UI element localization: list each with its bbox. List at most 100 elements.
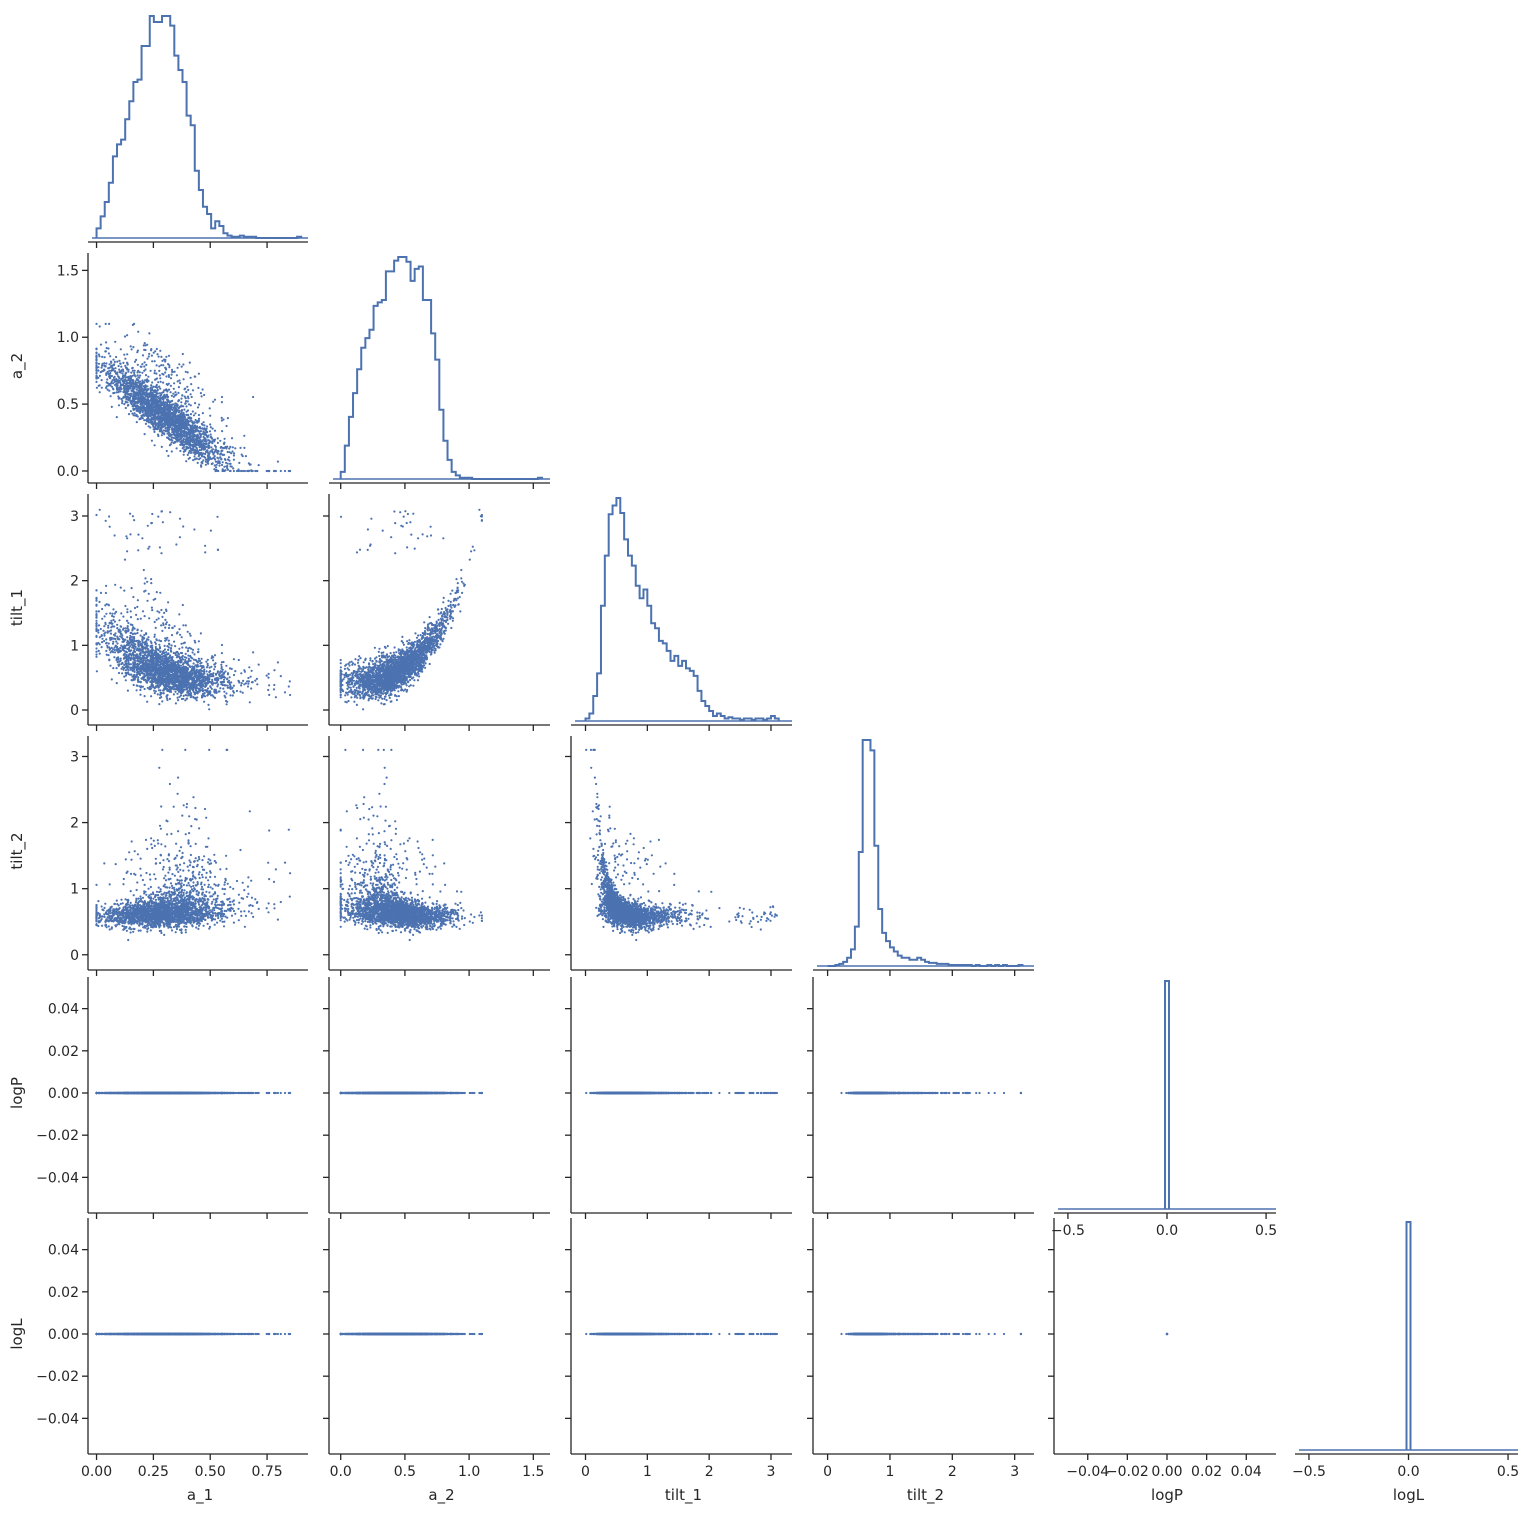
scatter-point <box>151 355 153 357</box>
scatter-point <box>226 465 228 467</box>
scatter-point <box>105 362 107 364</box>
scatter-point <box>148 332 150 334</box>
scatter-point <box>177 367 179 369</box>
scatter-point <box>173 382 175 384</box>
scatter-point <box>176 403 178 405</box>
scatter-point <box>221 430 223 432</box>
scatter-point <box>126 353 128 355</box>
scatter-point <box>107 367 109 369</box>
scatter-point <box>144 433 146 435</box>
y-tick-label: 0.5 <box>57 397 79 413</box>
scatter-point <box>136 389 138 391</box>
scatter-point <box>229 470 231 472</box>
scatter-point <box>214 445 216 447</box>
scatter-point <box>150 384 152 386</box>
scatter-point <box>160 356 162 358</box>
scatter-a_2-vs-a_1: 0.00.51.01.5a_2 <box>8 253 308 489</box>
histogram-step-a_1 <box>97 16 302 238</box>
scatter-point <box>174 391 176 393</box>
scatter-point <box>221 417 223 419</box>
scatter-point <box>161 446 163 448</box>
scatter-point <box>136 421 138 423</box>
scatter-point <box>168 376 170 378</box>
scatter-point <box>197 406 199 408</box>
scatter-point <box>226 425 228 427</box>
scatter-point <box>160 364 162 366</box>
scatter-point <box>114 361 116 363</box>
scatter-point <box>171 369 173 371</box>
scatter-point <box>166 450 168 452</box>
scatter-point <box>145 374 147 376</box>
scatter-point <box>99 391 101 393</box>
scatter-point <box>189 362 191 364</box>
scatter-point <box>229 465 231 467</box>
scatter-point <box>139 375 141 377</box>
scatter-point <box>105 323 107 325</box>
scatter-point <box>139 381 141 383</box>
scatter-point <box>157 381 159 383</box>
scatter-point <box>238 470 240 472</box>
scatter-point <box>130 410 132 412</box>
scatter-point <box>223 466 225 468</box>
scatter-point <box>165 375 167 377</box>
scatter-point <box>123 403 125 405</box>
scatter-point <box>168 355 170 357</box>
scatter-point <box>126 367 128 369</box>
scatter-point <box>137 364 139 366</box>
scatter-point <box>190 393 192 395</box>
scatter-point <box>243 435 245 437</box>
scatter-point <box>108 390 110 392</box>
scatter-point <box>185 460 187 462</box>
scatter-point <box>231 437 233 439</box>
scatter-point <box>124 335 126 337</box>
scatter-point <box>245 455 247 457</box>
scatter-point <box>158 365 160 367</box>
scatter-point <box>154 360 156 362</box>
scatter-point <box>210 426 212 428</box>
scatter-point <box>171 437 173 439</box>
scatter-point <box>234 447 236 449</box>
scatter-point <box>202 388 204 390</box>
hist-a_1 <box>88 16 308 248</box>
scatter-point <box>166 394 168 396</box>
scatter-point <box>140 366 142 368</box>
scatter-point <box>194 402 196 404</box>
scatter-point <box>204 457 206 459</box>
scatter-point <box>165 427 167 429</box>
y-tick-label: 1.0 <box>57 330 79 346</box>
scatter-point <box>215 461 217 463</box>
scatter-point <box>144 361 146 363</box>
scatter-point <box>190 404 192 406</box>
scatter-point <box>203 421 205 423</box>
scatter-point <box>110 395 112 397</box>
scatter-point <box>176 374 178 376</box>
scatter-point <box>163 433 165 435</box>
scatter-point <box>108 323 110 325</box>
scatter-point <box>178 386 180 388</box>
scatter-point <box>203 424 205 426</box>
scatter-point <box>176 447 178 449</box>
scatter-point <box>126 334 128 336</box>
scatter-point <box>222 461 224 463</box>
pair-plot-root: 0.00.51.01.5a_20123tilt_10123tilt_2−0.04… <box>8 16 1519 1505</box>
scatter-point <box>198 418 200 420</box>
scatter-point <box>177 392 179 394</box>
scatter-point <box>132 370 134 372</box>
scatter-point <box>165 356 167 358</box>
scatter-point <box>210 434 212 436</box>
scatter-point <box>116 416 118 418</box>
scatter-point <box>171 441 173 443</box>
scatter-point <box>130 372 132 374</box>
scatter-point <box>124 365 126 367</box>
scatter-point <box>197 462 199 464</box>
scatter-point <box>120 366 122 368</box>
scatter-point <box>214 458 216 460</box>
scatter-point <box>190 377 192 379</box>
scatter-point <box>134 412 136 414</box>
scatter-point <box>170 377 172 379</box>
scatter-point <box>100 344 102 346</box>
scatter-point <box>143 389 145 391</box>
scatter-point <box>240 470 242 472</box>
scatter-point <box>127 371 129 373</box>
scatter-point <box>145 423 147 425</box>
